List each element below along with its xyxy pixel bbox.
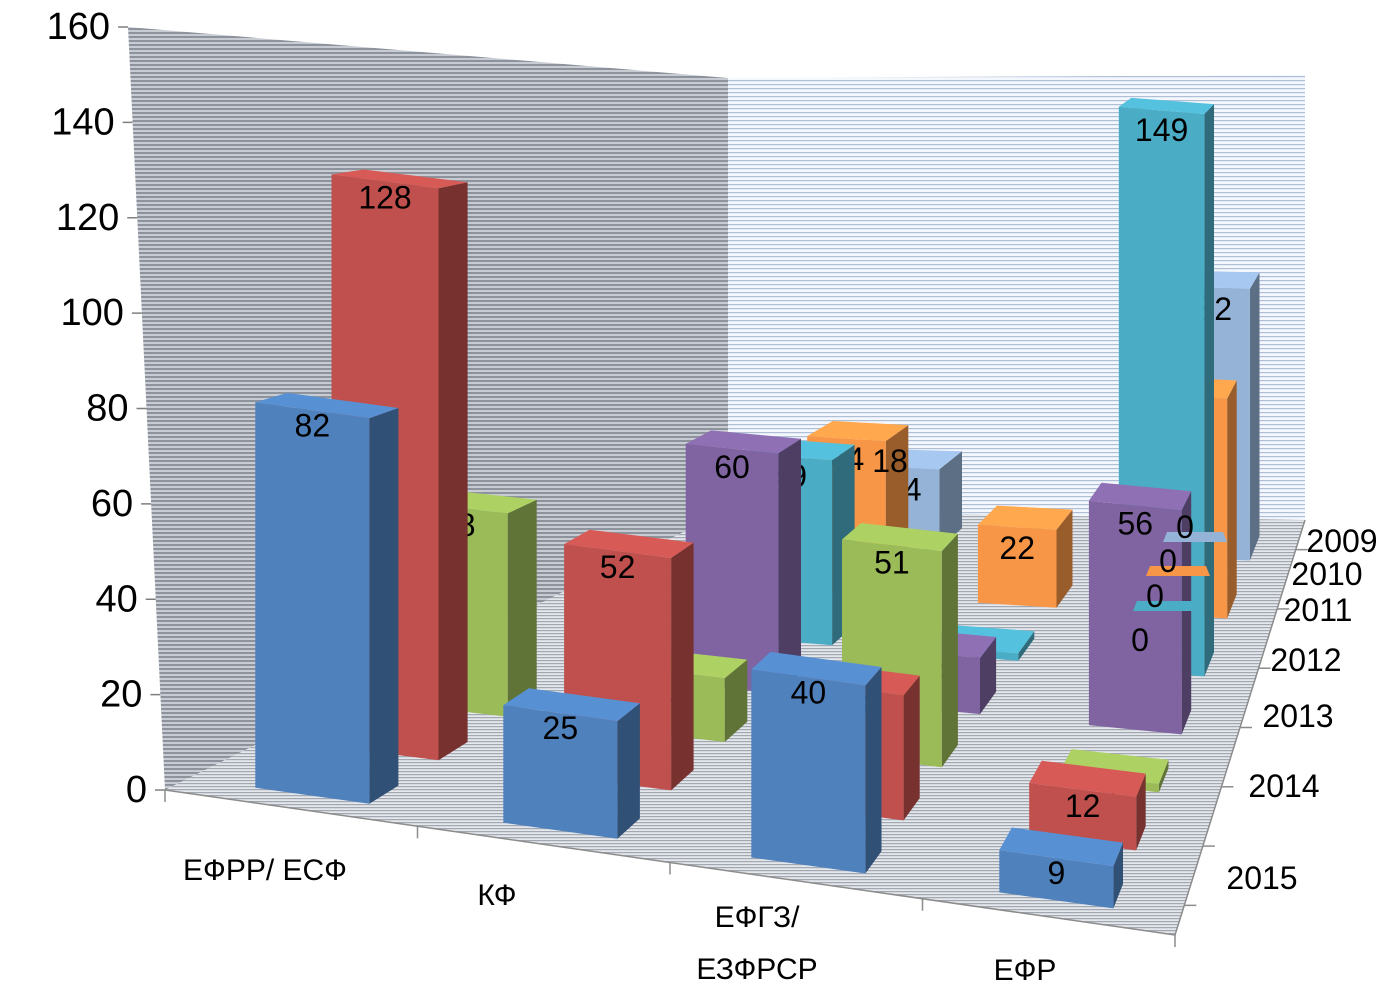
data-label: 40	[791, 674, 827, 710]
data-label: 22	[999, 530, 1035, 566]
bar-side	[438, 182, 468, 761]
bar-side	[1056, 509, 1073, 608]
bar-top	[1118, 97, 1214, 114]
bar-2015-3: 9	[999, 827, 1123, 909]
bar-front	[503, 705, 618, 839]
y-tick-label: 160	[47, 6, 110, 48]
y-tick-label: 80	[86, 388, 128, 430]
data-label: 0	[1176, 509, 1194, 545]
y-tick-label: 20	[100, 674, 142, 716]
y-tick-label: 0	[126, 769, 147, 811]
bar-front	[751, 669, 866, 874]
bar-top	[999, 827, 1123, 867]
bar-top	[842, 523, 958, 552]
data-label: 60	[714, 449, 750, 485]
data-label: 18	[872, 443, 908, 479]
depth-label: 2010	[1291, 556, 1362, 592]
data-label: 9	[1047, 855, 1065, 891]
bar-side	[1136, 773, 1146, 851]
data-label: 149	[1135, 112, 1188, 148]
data-label: 128	[358, 179, 411, 215]
depth-label: 2013	[1262, 698, 1333, 734]
zero-bar	[1133, 601, 1197, 611]
zero-bar	[1118, 645, 1182, 655]
bar-2015-0: 82	[255, 392, 399, 804]
data-label: 0	[1131, 622, 1149, 658]
bar-2015-1: 25	[503, 688, 640, 839]
depth-label: 2012	[1270, 642, 1341, 678]
bar-side	[778, 438, 801, 694]
bar-2015-2: 40	[751, 651, 882, 874]
bar-side	[865, 667, 882, 874]
bar-side	[1018, 631, 1035, 661]
chart-bars: 2482442262492149601456481551212852281282…	[255, 97, 1260, 909]
data-label: 25	[543, 710, 579, 746]
y-tick-label: 120	[56, 197, 119, 239]
bar-side	[1181, 491, 1192, 735]
bar-2012-3: 56	[1088, 482, 1192, 735]
zero-bar	[1146, 566, 1210, 576]
category-label: ЕФР	[994, 954, 1057, 987]
bar-top	[1029, 760, 1146, 797]
data-label: 12	[1065, 788, 1101, 824]
data-label: 51	[874, 544, 910, 580]
bar-top	[685, 430, 801, 454]
depth-label: 2009	[1306, 523, 1377, 559]
y-tick-label: 60	[91, 483, 133, 525]
bar-side	[369, 408, 399, 804]
bar-front	[255, 402, 370, 804]
bar-front	[1088, 500, 1182, 735]
bar-2012-1: 60	[685, 430, 801, 694]
category-label: ЕФРР/ ЕСФ	[183, 854, 347, 887]
bar-side	[980, 637, 997, 715]
bar-top	[1088, 482, 1192, 511]
bar-side	[1158, 759, 1169, 793]
bar-top	[977, 505, 1073, 530]
bar-side	[941, 533, 958, 768]
y-tick-label: 140	[51, 101, 114, 143]
data-label: 56	[1117, 506, 1153, 542]
data-label: 52	[600, 549, 636, 585]
bar-front	[977, 524, 1057, 608]
bar-top	[807, 421, 909, 442]
category-label: КФ	[477, 879, 516, 912]
bar-side	[671, 542, 694, 791]
bar-side	[1204, 104, 1214, 677]
bar-side	[1113, 842, 1123, 909]
bar-front	[999, 850, 1114, 909]
bar-top	[751, 651, 882, 686]
bar-top	[564, 529, 694, 558]
bar-side	[903, 675, 920, 821]
bar-side	[617, 703, 640, 839]
bar-side	[507, 499, 537, 717]
bar-side	[724, 659, 748, 742]
data-label: 82	[295, 407, 331, 443]
bar-top	[255, 392, 399, 419]
bar-side	[939, 451, 962, 549]
bar-side	[1249, 272, 1260, 561]
y-tick-label: 40	[95, 578, 137, 620]
bar-side	[1227, 380, 1237, 619]
category-label: ЕФГЗ/ЕЗФРСР	[696, 901, 817, 986]
bar-2010-2: 22	[977, 505, 1073, 608]
depth-label: 2011	[1284, 592, 1353, 628]
depth-label: 2014	[1248, 768, 1319, 804]
bar-top	[503, 688, 640, 722]
data-label: 0	[1159, 543, 1177, 579]
zero-bar	[1163, 532, 1227, 542]
bar-front	[685, 443, 779, 694]
depth-label: 2015	[1226, 860, 1297, 896]
data-label: 0	[1146, 578, 1164, 614]
bar-top	[331, 169, 468, 189]
y-tick-label: 100	[60, 292, 123, 334]
